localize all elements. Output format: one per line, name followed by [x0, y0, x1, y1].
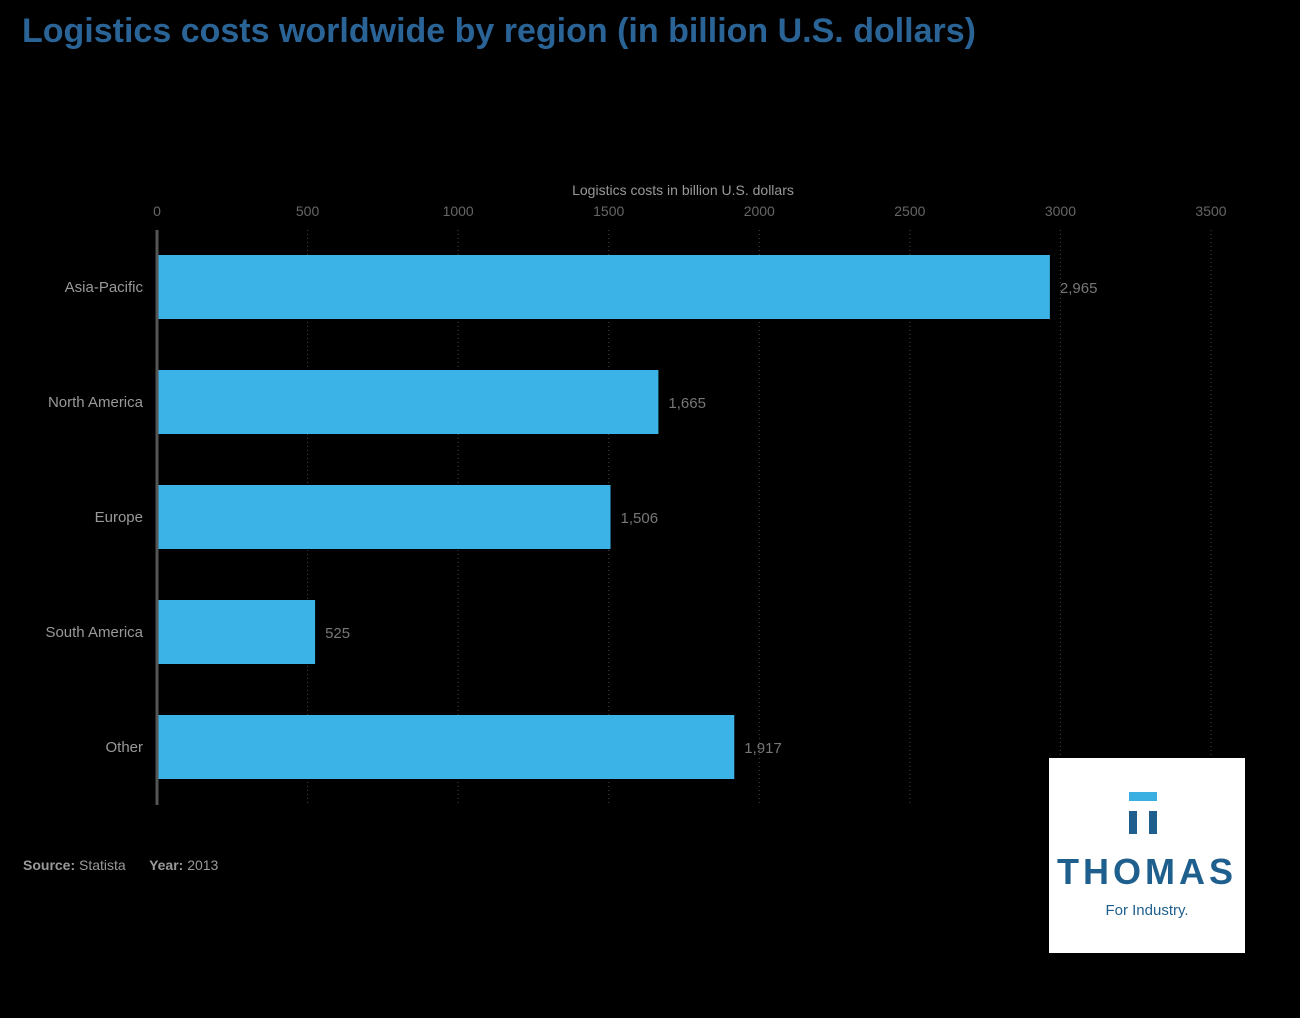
- logo-mark-right: [1149, 811, 1157, 834]
- y-tick-label: Asia-Pacific: [65, 279, 144, 296]
- logo-tagline: For Industry.: [1105, 902, 1189, 919]
- source-value: Statista: [79, 857, 126, 873]
- x-axis-label: Logistics costs in billion U.S. dollars: [572, 182, 794, 198]
- x-tick-label: 2000: [744, 203, 775, 219]
- y-tick-label: North America: [48, 394, 144, 411]
- logo-mark-top: [1129, 792, 1157, 801]
- y-tick-label: Europe: [95, 509, 143, 526]
- bar-south-america: [157, 600, 316, 664]
- x-tick-label: 3000: [1045, 203, 1076, 219]
- x-tick-label: 3500: [1195, 203, 1226, 219]
- bar-chart: Logistics costs in billion U.S. dollars 0…: [45, 182, 1227, 805]
- data-label: 1,917: [744, 740, 782, 757]
- bar-other: [157, 715, 735, 779]
- chart-title: Logistics costs worldwide by region (in …: [22, 12, 976, 50]
- x-tick-label: 0: [153, 203, 161, 219]
- year-value: 2013: [187, 857, 219, 873]
- data-label: 525: [325, 625, 350, 642]
- x-tick-label: 2500: [894, 203, 925, 219]
- data-label: 1,665: [668, 395, 706, 412]
- logo-name: THOMAS: [1057, 851, 1237, 892]
- x-tick-label: 1500: [593, 203, 624, 219]
- data-label: 2,965: [1060, 280, 1098, 297]
- bar-north-america: [157, 370, 659, 434]
- year-label: Year:: [149, 857, 184, 873]
- x-tick-label: 500: [296, 203, 320, 219]
- data-label: 1,506: [621, 510, 659, 527]
- x-tick-label: 1000: [443, 203, 474, 219]
- bar-asia-pacific: [157, 255, 1050, 319]
- logo-mark-left: [1129, 811, 1137, 834]
- y-tick-label: South America: [45, 624, 143, 641]
- source-label: Source:: [23, 857, 76, 873]
- bar-europe: [157, 485, 611, 549]
- y-tick-label: Other: [105, 739, 143, 756]
- thomas-logo: THOMAS For Industry.: [1049, 758, 1245, 953]
- source-note: Source: Statista Year: 2013: [23, 857, 218, 873]
